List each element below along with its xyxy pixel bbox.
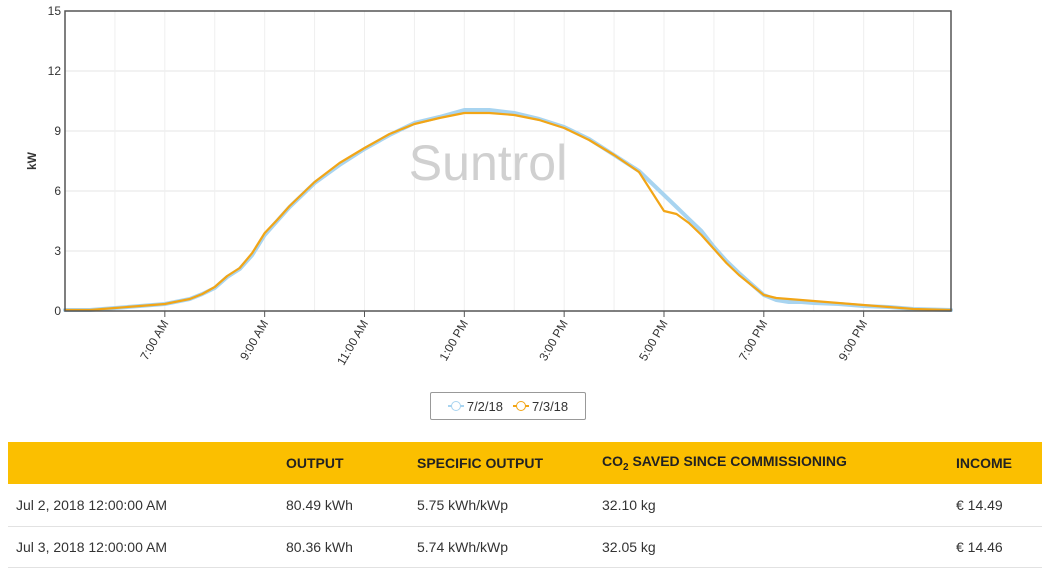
legend-item-series-2[interactable]: 7/3/18	[513, 399, 568, 414]
y-tick-label: 6	[54, 184, 61, 198]
power-chart: Suntrol 0 3 6 9 12 15 7:00 AM 9:00 AM 11:00 AM 1:…	[25, 4, 953, 368]
header-income: INCOME	[948, 442, 1042, 484]
table-row: Jul 3, 2018 12:00:00 AM 80.36 kWh 5.74 k…	[8, 526, 1042, 568]
series-2-marker-icon	[513, 401, 529, 411]
row-income: € 14.49	[948, 484, 1042, 527]
y-tick-label: 9	[54, 124, 61, 138]
table-row: Jul 2, 2018 12:00:00 AM 80.49 kWh 5.75 k…	[8, 484, 1042, 527]
x-tick-label: 7:00 AM	[137, 318, 171, 363]
x-tick-label: 1:00 PM	[436, 318, 470, 364]
y-tick-label: 3	[54, 244, 61, 258]
y-tick-label: 0	[54, 304, 61, 318]
chart-legend: 7/2/18 7/3/18	[430, 392, 586, 420]
legend-label-series-1: 7/2/18	[466, 398, 503, 414]
series-1-marker-icon	[447, 401, 464, 411]
x-tick-label: 11:00 AM	[334, 317, 371, 367]
row-co2: 32.10 kg	[594, 484, 948, 527]
y-tick-label: 15	[48, 4, 62, 18]
x-tick-label: 9:00 AM	[237, 318, 271, 363]
row-specific-output: 5.74 kWh/kWp	[409, 526, 594, 568]
y-tick-label: 12	[48, 64, 62, 78]
row-date: Jul 2, 2018 12:00:00 AM	[8, 484, 278, 527]
daily-summary-table: OUTPUT SPECIFIC OUTPUT CO2 SAVED SINCE C…	[8, 442, 1042, 568]
series-line-2	[63, 111, 953, 312]
x-tick-label: 7:00 PM	[736, 318, 770, 364]
chart-series	[63, 108, 953, 312]
header-co2-saved: CO2 SAVED SINCE COMMISSIONING	[594, 442, 948, 484]
row-specific-output: 5.75 kWh/kWp	[409, 484, 594, 527]
header-date	[8, 442, 278, 484]
y-axis-title: kW	[25, 151, 39, 170]
row-date: Jul 3, 2018 12:00:00 AM	[8, 526, 278, 568]
legend-item-series-1[interactable]: 7/2/18	[447, 398, 503, 414]
x-tick-label: 3:00 PM	[536, 318, 570, 364]
table-header-row: OUTPUT SPECIFIC OUTPUT CO2 SAVED SINCE C…	[8, 442, 1042, 484]
header-output: OUTPUT	[278, 442, 409, 484]
legend-label-series-2: 7/3/18	[532, 398, 569, 414]
plot-frame	[64, 10, 952, 312]
row-output: 80.49 kWh	[278, 484, 409, 527]
row-income: € 14.46	[948, 526, 1042, 568]
row-co2: 32.05 kg	[594, 526, 948, 568]
row-output: 80.36 kWh	[278, 526, 409, 568]
watermark-logo: Suntrol	[409, 135, 567, 191]
x-tick-label: 5:00 PM	[636, 318, 670, 364]
header-specific-output: SPECIFIC OUTPUT	[409, 442, 594, 484]
x-tick-label: 9:00 PM	[836, 318, 870, 364]
